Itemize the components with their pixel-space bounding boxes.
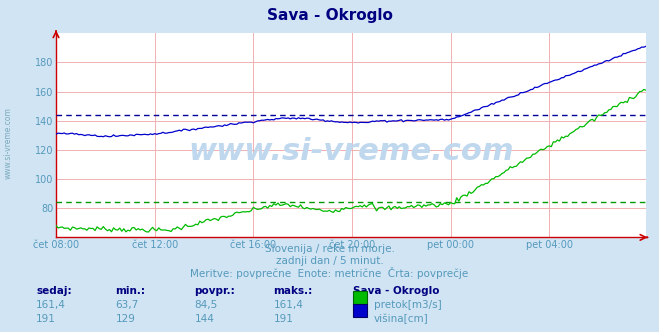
Text: sedaj:: sedaj: — [36, 286, 72, 295]
Text: 129: 129 — [115, 314, 135, 324]
Text: zadnji dan / 5 minut.: zadnji dan / 5 minut. — [275, 256, 384, 266]
Text: Slovenija / reke in morje.: Slovenija / reke in morje. — [264, 244, 395, 254]
Text: Sava - Okroglo: Sava - Okroglo — [266, 8, 393, 23]
Text: 161,4: 161,4 — [36, 300, 66, 310]
Text: Meritve: povprečne  Enote: metrične  Črta: povprečje: Meritve: povprečne Enote: metrične Črta:… — [190, 267, 469, 279]
Text: 63,7: 63,7 — [115, 300, 138, 310]
Text: povpr.:: povpr.: — [194, 286, 235, 295]
Text: 191: 191 — [273, 314, 293, 324]
Text: višina[cm]: višina[cm] — [374, 314, 428, 324]
Text: min.:: min.: — [115, 286, 146, 295]
Text: maks.:: maks.: — [273, 286, 313, 295]
Text: Sava - Okroglo: Sava - Okroglo — [353, 286, 439, 295]
Text: 161,4: 161,4 — [273, 300, 303, 310]
Text: pretok[m3/s]: pretok[m3/s] — [374, 300, 442, 310]
Text: 191: 191 — [36, 314, 56, 324]
Text: www.si-vreme.com: www.si-vreme.com — [188, 137, 514, 166]
Text: 84,5: 84,5 — [194, 300, 217, 310]
Text: www.si-vreme.com: www.si-vreme.com — [3, 107, 13, 179]
Text: 144: 144 — [194, 314, 214, 324]
